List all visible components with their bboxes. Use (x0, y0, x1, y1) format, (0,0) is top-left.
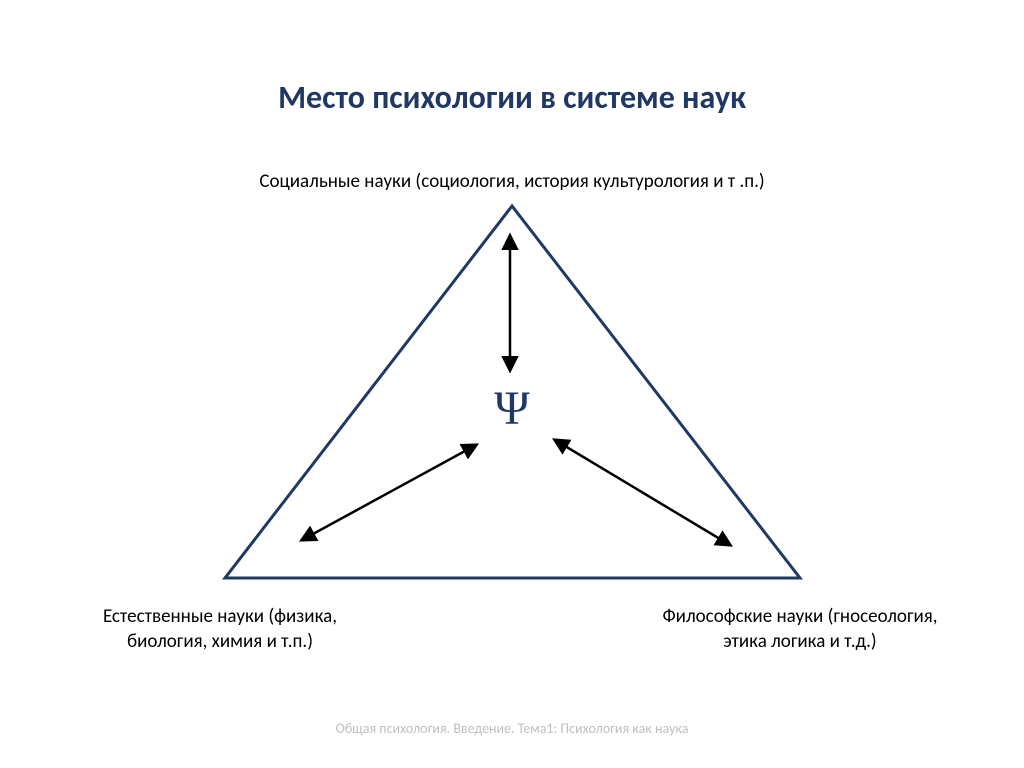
psi-symbol: Ψ (472, 381, 552, 436)
double-arrow-2 (555, 440, 730, 545)
label-bottom-left-natural-sciences: Естественные науки (физика, биология, хи… (70, 605, 370, 654)
label-top-social-sciences: Социальные науки (социология, история ку… (162, 170, 862, 195)
slide-footer: Общая психология. Введение. Тема1: Психо… (0, 720, 1024, 737)
double-arrow-1 (302, 445, 476, 540)
label-bottom-right-philosophical-sciences: Философские науки (гносеология, этика ло… (640, 605, 960, 654)
slide-title: Место психологии в системе наук (0, 78, 1024, 117)
